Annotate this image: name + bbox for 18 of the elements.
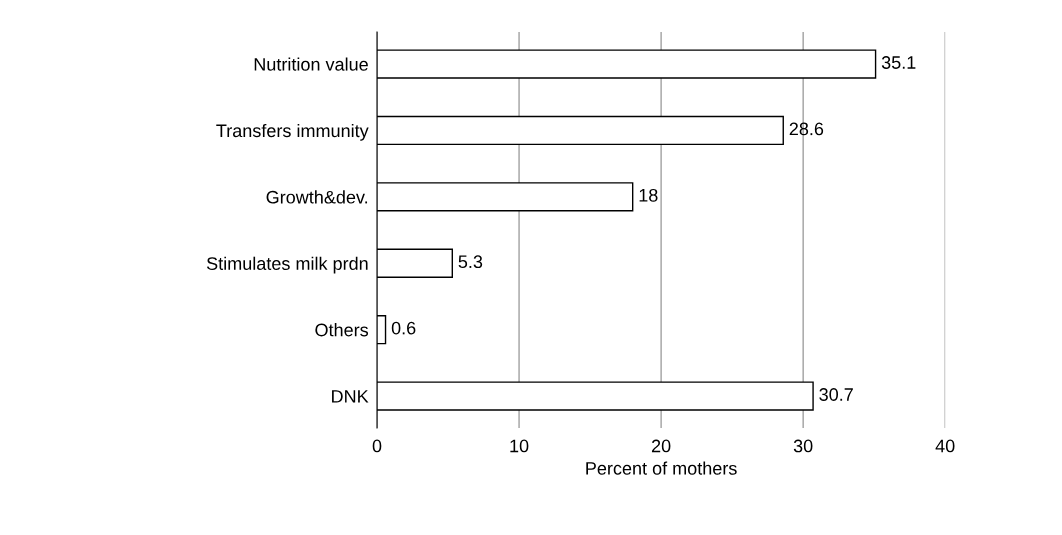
data-label: 18 xyxy=(639,188,658,202)
y-tick-label: Nutrition value xyxy=(254,57,368,71)
y-tick-label: Others xyxy=(315,323,369,337)
data-label: 5.3 xyxy=(458,255,483,269)
data-label: 35.1 xyxy=(881,56,916,69)
data-label: 28.6 xyxy=(789,122,824,136)
x-axis-title: Percent of mothers xyxy=(586,461,737,475)
data-label: 30.7 xyxy=(819,388,853,401)
y-tick-label: Transfers immunity xyxy=(216,123,369,141)
y-tick-label: Growth&dev. xyxy=(266,190,368,204)
data-label: 0.6 xyxy=(391,321,416,335)
x-tick-label: 40 xyxy=(935,439,955,453)
x-tick-label: 20 xyxy=(651,439,671,453)
x-tick-label: 0 xyxy=(372,439,382,453)
x-tick-label: 10 xyxy=(510,439,529,453)
y-tick-label: Stimulates milk prdn xyxy=(206,256,368,274)
x-tick-label: 30 xyxy=(793,439,813,453)
y-tick-label: DNK xyxy=(332,390,369,403)
